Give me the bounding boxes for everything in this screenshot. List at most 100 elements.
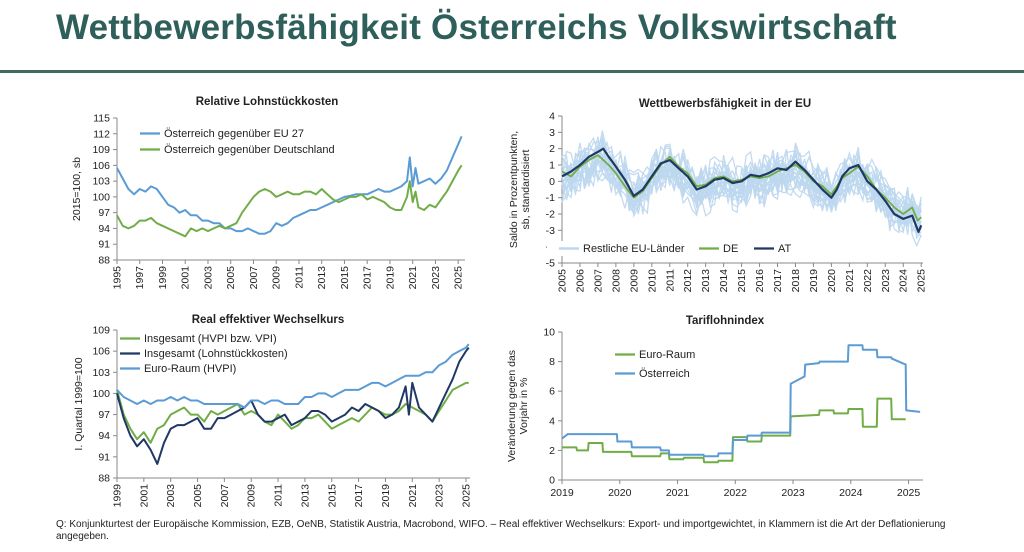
x-tick-label: 2009 [628,269,640,293]
y-tick-label: 6 [549,386,555,398]
x-tick-label: 2024 [839,487,863,499]
x-tick-label: 2018 [790,269,802,293]
series-line-österreich-gegenüber-eu-27 [116,136,463,235]
y-tick-label: 103 [92,367,110,379]
x-tick-label: 2014 [718,269,730,293]
x-tick-label: 2011 [293,266,305,289]
x-tick-label: 2001 [138,484,150,508]
y-tick-label: 106 [92,160,110,172]
x-tick-label: 2025 [460,484,472,508]
y-tick-label: 94 [98,223,110,235]
y-tick-label: 106 [92,346,110,358]
x-tick-label: 2007 [219,484,231,508]
y-axis-label: I. Quartal 1999=100 [73,357,85,450]
series-line-insgesamt-hvpi-bzw-vpi- [116,381,469,444]
legend-label: Österreich gegenüber EU 27 [164,128,304,140]
x-tick-label: 2012 [682,269,694,293]
x-tick-label: 1997 [134,266,146,290]
legend-label: DE [723,243,738,255]
y-tick-label: -1 [546,192,555,204]
series-line-euro-raum-hvpi- [116,343,470,409]
x-tick-label: 2005 [557,269,569,293]
x-tick-label: 2005 [225,266,237,290]
x-tick-label: 2007 [248,266,260,290]
x-tick-label: 2009 [271,266,283,290]
y-axis-label: Veränderung gegen das [506,350,518,462]
x-tick-label: 2013 [316,266,328,290]
y-tick-label: 115 [93,113,110,125]
y-tick-label: 103 [92,176,110,188]
x-tick-label: 2013 [700,269,712,293]
y-tick-label: 0 [549,475,555,487]
chart-relative-lohnstueckkosten: Relative Lohnstückkosten 88 91 94 97 100 103 10… [71,96,465,290]
x-tick-label: 2021 [407,484,419,508]
x-tick-label: 2017 [772,269,784,293]
y-tick-label: 91 [98,451,110,463]
x-tick-label: 2025 [897,487,921,499]
x-tick-label: 2017 [353,484,365,508]
x-tick-label: 2021 [407,266,419,290]
x-tick-label: 2019 [380,484,392,508]
y-tick-label: 88 [98,473,110,485]
y-tick-label: 10 [543,327,555,339]
y-tick-label: 8 [549,356,555,368]
legend-label: Euro-Raum (HVPI) [144,363,236,375]
y-tick-label: 94 [98,430,110,442]
x-tick-label: 2023 [880,269,892,293]
legend-label: Restliche EU-Länder [583,243,685,255]
x-tick-label: 2001 [180,266,192,290]
legend-label: Euro-Raum [639,349,695,361]
y-axis-label: sb, standardisiert [520,149,532,229]
x-tick-label: 2011 [273,484,285,507]
chart-real-effektiver-wechselkurs: Real effektiver Wechselkurs 88 91 94 97 100 10… [73,314,472,508]
chart-wettbewerbsfaehigkeit-eu: Wettbewerbsfähigkeit in der EU-5-4-3-2-1… [508,98,928,293]
x-tick-label: 2023 [434,484,446,508]
x-tick-label: 2020 [608,487,632,499]
series-line-insgesamt-lohnstückkosten- [116,346,470,465]
y-tick-label: -2 [546,209,555,221]
x-tick-label: 1995 [112,266,124,290]
y-axis-label: Saldo in Prozentpunkten, [508,131,520,248]
x-tick-label: 1999 [157,266,169,290]
legend-label: Insgesamt (Lohnstückkosten) [144,348,288,360]
x-tick-label: 2013 [299,484,311,508]
x-tick-label: 2021 [844,269,856,293]
page-title: Wettbewerbsfähigkeit Österreichs Volkswi… [56,8,897,47]
title-divider [0,70,1024,73]
x-tick-label: 2003 [202,266,214,290]
x-tick-label: 2005 [192,484,204,508]
y-tick-label: 112 [93,128,110,140]
y-axis-label: 2015=100, sb [71,157,83,221]
x-tick-label: 2019 [808,269,820,293]
x-tick-label: 2022 [862,269,874,293]
x-tick-label: 2019 [384,266,396,290]
y-tick-label: 109 [92,325,110,337]
series-line-eu-country [561,140,922,217]
y-tick-label: 97 [98,207,110,219]
x-tick-label: 2011 [664,269,676,292]
y-tick-label: 88 [98,255,110,267]
x-tick-label: 2006 [574,269,586,293]
y-tick-label: 97 [98,409,110,421]
series-line-euro-raum [562,397,906,464]
x-tick-label: 2010 [646,269,658,293]
y-tick-label: -3 [546,225,555,237]
x-tick-label: 2016 [754,269,766,293]
y-tick-label: 100 [92,388,110,400]
y-tick-label: 3 [549,127,555,139]
x-tick-label: 2015 [339,266,351,290]
x-tick-label: 1999 [112,484,124,508]
x-tick-label: 2023 [781,487,805,499]
x-tick-label: 2020 [826,269,838,293]
y-tick-label: 0 [549,176,555,188]
x-tick-label: 2015 [736,269,748,293]
series-line-eu-country [561,153,922,235]
y-tick-label: -5 [546,258,555,270]
y-tick-label: 1 [549,160,555,172]
source-footnote: Q: Konjunkturtest der Europäische Kommis… [56,519,946,542]
series-line-österreich [561,344,921,458]
legend-background [547,241,717,256]
x-tick-label: 2025 [916,269,928,293]
x-tick-label: 2009 [246,484,258,508]
y-tick-label: 4 [549,111,555,123]
